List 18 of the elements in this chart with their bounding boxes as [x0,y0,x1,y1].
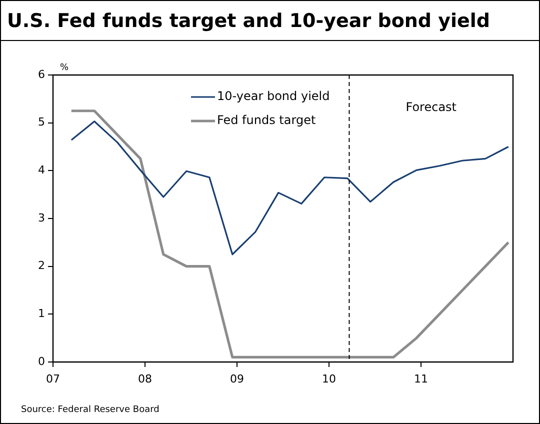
y-tick-label: 4 [38,164,45,177]
x-tick-label: 09 [230,372,244,386]
y-tick-label: 2 [38,259,45,272]
x-tick-label: 10 [322,372,336,386]
legend-label: Fed funds target [217,113,316,128]
source-note: Source: Federal Reserve Board [21,405,160,415]
y-tick-label: 3 [38,211,45,224]
y-tick-label: 5 [38,116,45,129]
x-tick-label: 07 [46,372,60,386]
x-tick-label: 11 [414,372,428,386]
chart-title: U.S. Fed funds target and 10-year bond yield [1,1,539,41]
y-axis-title: % [60,62,69,73]
annotation: Forecast [406,100,457,114]
y-tick-label: 0 [38,354,45,368]
y-tick-label: 1 [38,307,45,320]
legend-label: 10-year bond yield [217,89,330,104]
y-tick-label: 6 [38,68,45,81]
x-tick-label: 08 [138,372,152,386]
